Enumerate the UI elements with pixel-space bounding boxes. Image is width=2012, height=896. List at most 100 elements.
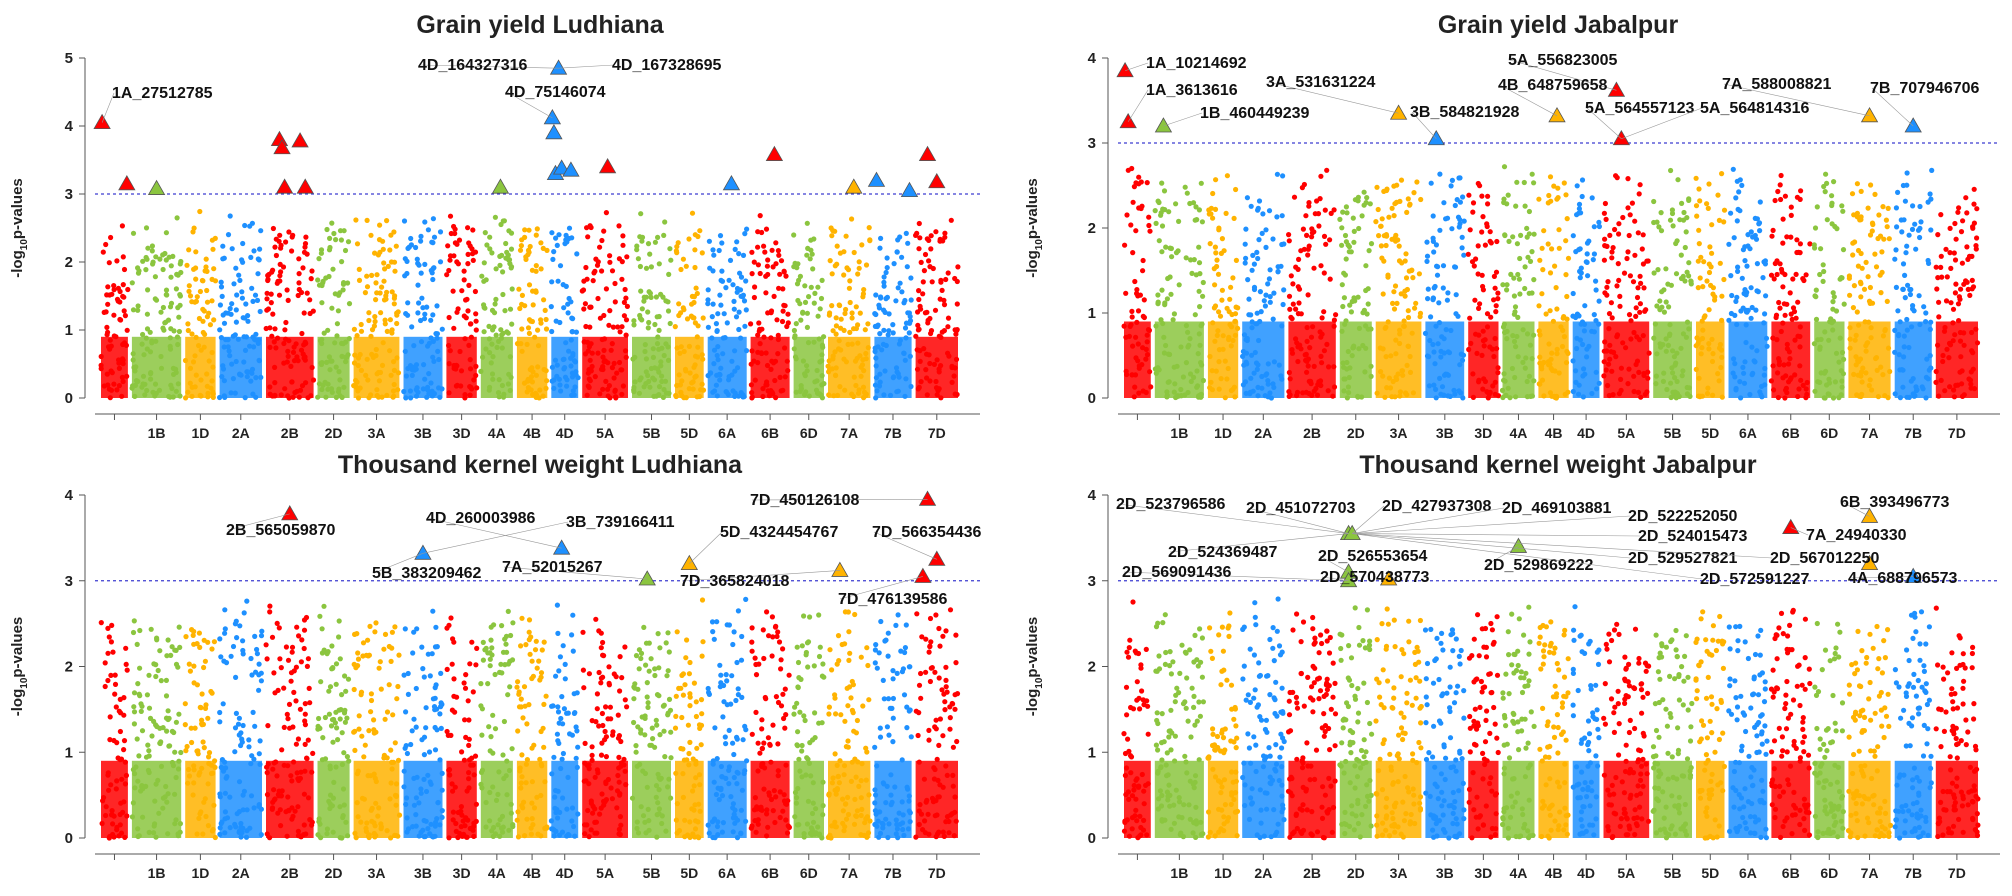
snp-point bbox=[366, 317, 372, 324]
snp-point bbox=[207, 322, 213, 328]
snp-point bbox=[1911, 308, 1917, 314]
snp-point bbox=[1626, 232, 1632, 239]
snp-point bbox=[1470, 200, 1477, 206]
snp-point bbox=[1441, 200, 1447, 206]
snp-point bbox=[1152, 208, 1158, 214]
snp-point bbox=[345, 239, 352, 245]
snp-point bbox=[1850, 240, 1856, 246]
snp-point bbox=[734, 239, 740, 245]
snp-point bbox=[1333, 312, 1339, 318]
snp-point bbox=[423, 705, 429, 711]
snp-point bbox=[1200, 279, 1206, 286]
y-tick-label: 3 bbox=[65, 186, 73, 203]
snp-point bbox=[240, 647, 246, 654]
significant-snp-marker bbox=[1612, 129, 1631, 146]
snp-point bbox=[1661, 309, 1667, 315]
snp-point bbox=[1343, 239, 1349, 245]
snp-point bbox=[377, 222, 383, 228]
snp-point bbox=[217, 709, 223, 716]
snp-point bbox=[1398, 177, 1405, 183]
snp-point bbox=[523, 256, 529, 262]
snp-point bbox=[1351, 228, 1357, 234]
y-tick-label: 3 bbox=[1088, 135, 1096, 152]
snp-point bbox=[1869, 228, 1875, 234]
snp-point bbox=[258, 228, 264, 234]
snp-point bbox=[584, 276, 590, 282]
snp-point bbox=[1617, 293, 1623, 299]
snp-point bbox=[336, 292, 342, 298]
snp-point bbox=[1773, 314, 1779, 321]
snp-point bbox=[592, 268, 598, 274]
snp-point bbox=[1739, 275, 1745, 281]
snp-point bbox=[327, 235, 333, 241]
snp-point bbox=[1643, 307, 1649, 313]
snp-point bbox=[302, 711, 308, 717]
snp-point bbox=[1210, 190, 1216, 197]
snp-point bbox=[1155, 299, 1161, 305]
snp-point bbox=[509, 746, 515, 752]
snp-point bbox=[1928, 227, 1934, 233]
snp-point bbox=[111, 283, 117, 289]
snp-density-block bbox=[1288, 321, 1336, 398]
snp-point bbox=[518, 243, 525, 249]
snp-point bbox=[926, 258, 932, 264]
snp-point bbox=[1775, 188, 1781, 195]
snp-point bbox=[1704, 201, 1710, 207]
snp-point bbox=[465, 261, 471, 267]
snp-point bbox=[251, 248, 257, 254]
snp-point bbox=[355, 656, 362, 662]
snp-point bbox=[1637, 273, 1643, 279]
snp-point bbox=[877, 245, 883, 251]
snp-point bbox=[1731, 235, 1737, 241]
snp-point bbox=[1298, 311, 1304, 317]
snp-point bbox=[168, 274, 174, 280]
snp-point bbox=[1295, 266, 1301, 272]
snp-point bbox=[1130, 199, 1136, 205]
snp-point bbox=[775, 332, 781, 338]
snp-point bbox=[304, 663, 310, 670]
snp-point bbox=[197, 704, 203, 711]
snp-point bbox=[337, 228, 344, 234]
snp-point bbox=[324, 226, 330, 233]
snp-point bbox=[526, 629, 532, 635]
snp-point bbox=[1424, 258, 1430, 264]
snp-point bbox=[1461, 218, 1467, 224]
snp-point bbox=[705, 301, 711, 307]
snp-point bbox=[777, 271, 783, 277]
snp-point bbox=[778, 258, 785, 264]
snp-point bbox=[707, 265, 713, 271]
snp-point bbox=[416, 262, 422, 268]
snp-point bbox=[144, 692, 150, 698]
snp-annotation: 4D_164327316 bbox=[418, 57, 528, 74]
snp-point bbox=[549, 328, 555, 335]
snp-point bbox=[1430, 235, 1436, 241]
snp-point bbox=[487, 246, 493, 252]
snp-point bbox=[104, 324, 110, 330]
snp-point bbox=[829, 303, 835, 309]
snp-density-block bbox=[480, 760, 513, 838]
snp-point bbox=[315, 723, 321, 729]
snp-point bbox=[941, 302, 948, 308]
snp-point bbox=[288, 670, 295, 676]
significant-snp-marker bbox=[93, 113, 111, 130]
snp-point bbox=[232, 332, 238, 338]
snp-point bbox=[926, 237, 932, 243]
snp-point bbox=[666, 271, 672, 277]
snp-density-block bbox=[480, 336, 513, 398]
snp-point bbox=[1470, 209, 1476, 215]
snp-point bbox=[388, 232, 394, 238]
snp-point bbox=[1748, 315, 1754, 321]
y-tick-label: 3 bbox=[65, 573, 73, 590]
snp-point bbox=[1242, 260, 1248, 266]
snp-point bbox=[186, 247, 192, 253]
snp-point bbox=[1383, 242, 1389, 249]
snp-point bbox=[1885, 205, 1891, 211]
snp-point bbox=[430, 696, 436, 702]
snp-point bbox=[902, 325, 909, 331]
snp-point bbox=[247, 223, 253, 229]
snp-point bbox=[606, 322, 612, 328]
snp-point bbox=[1640, 232, 1646, 238]
snp-point bbox=[1777, 305, 1783, 311]
snp-point bbox=[834, 243, 840, 249]
snp-point bbox=[188, 725, 194, 731]
